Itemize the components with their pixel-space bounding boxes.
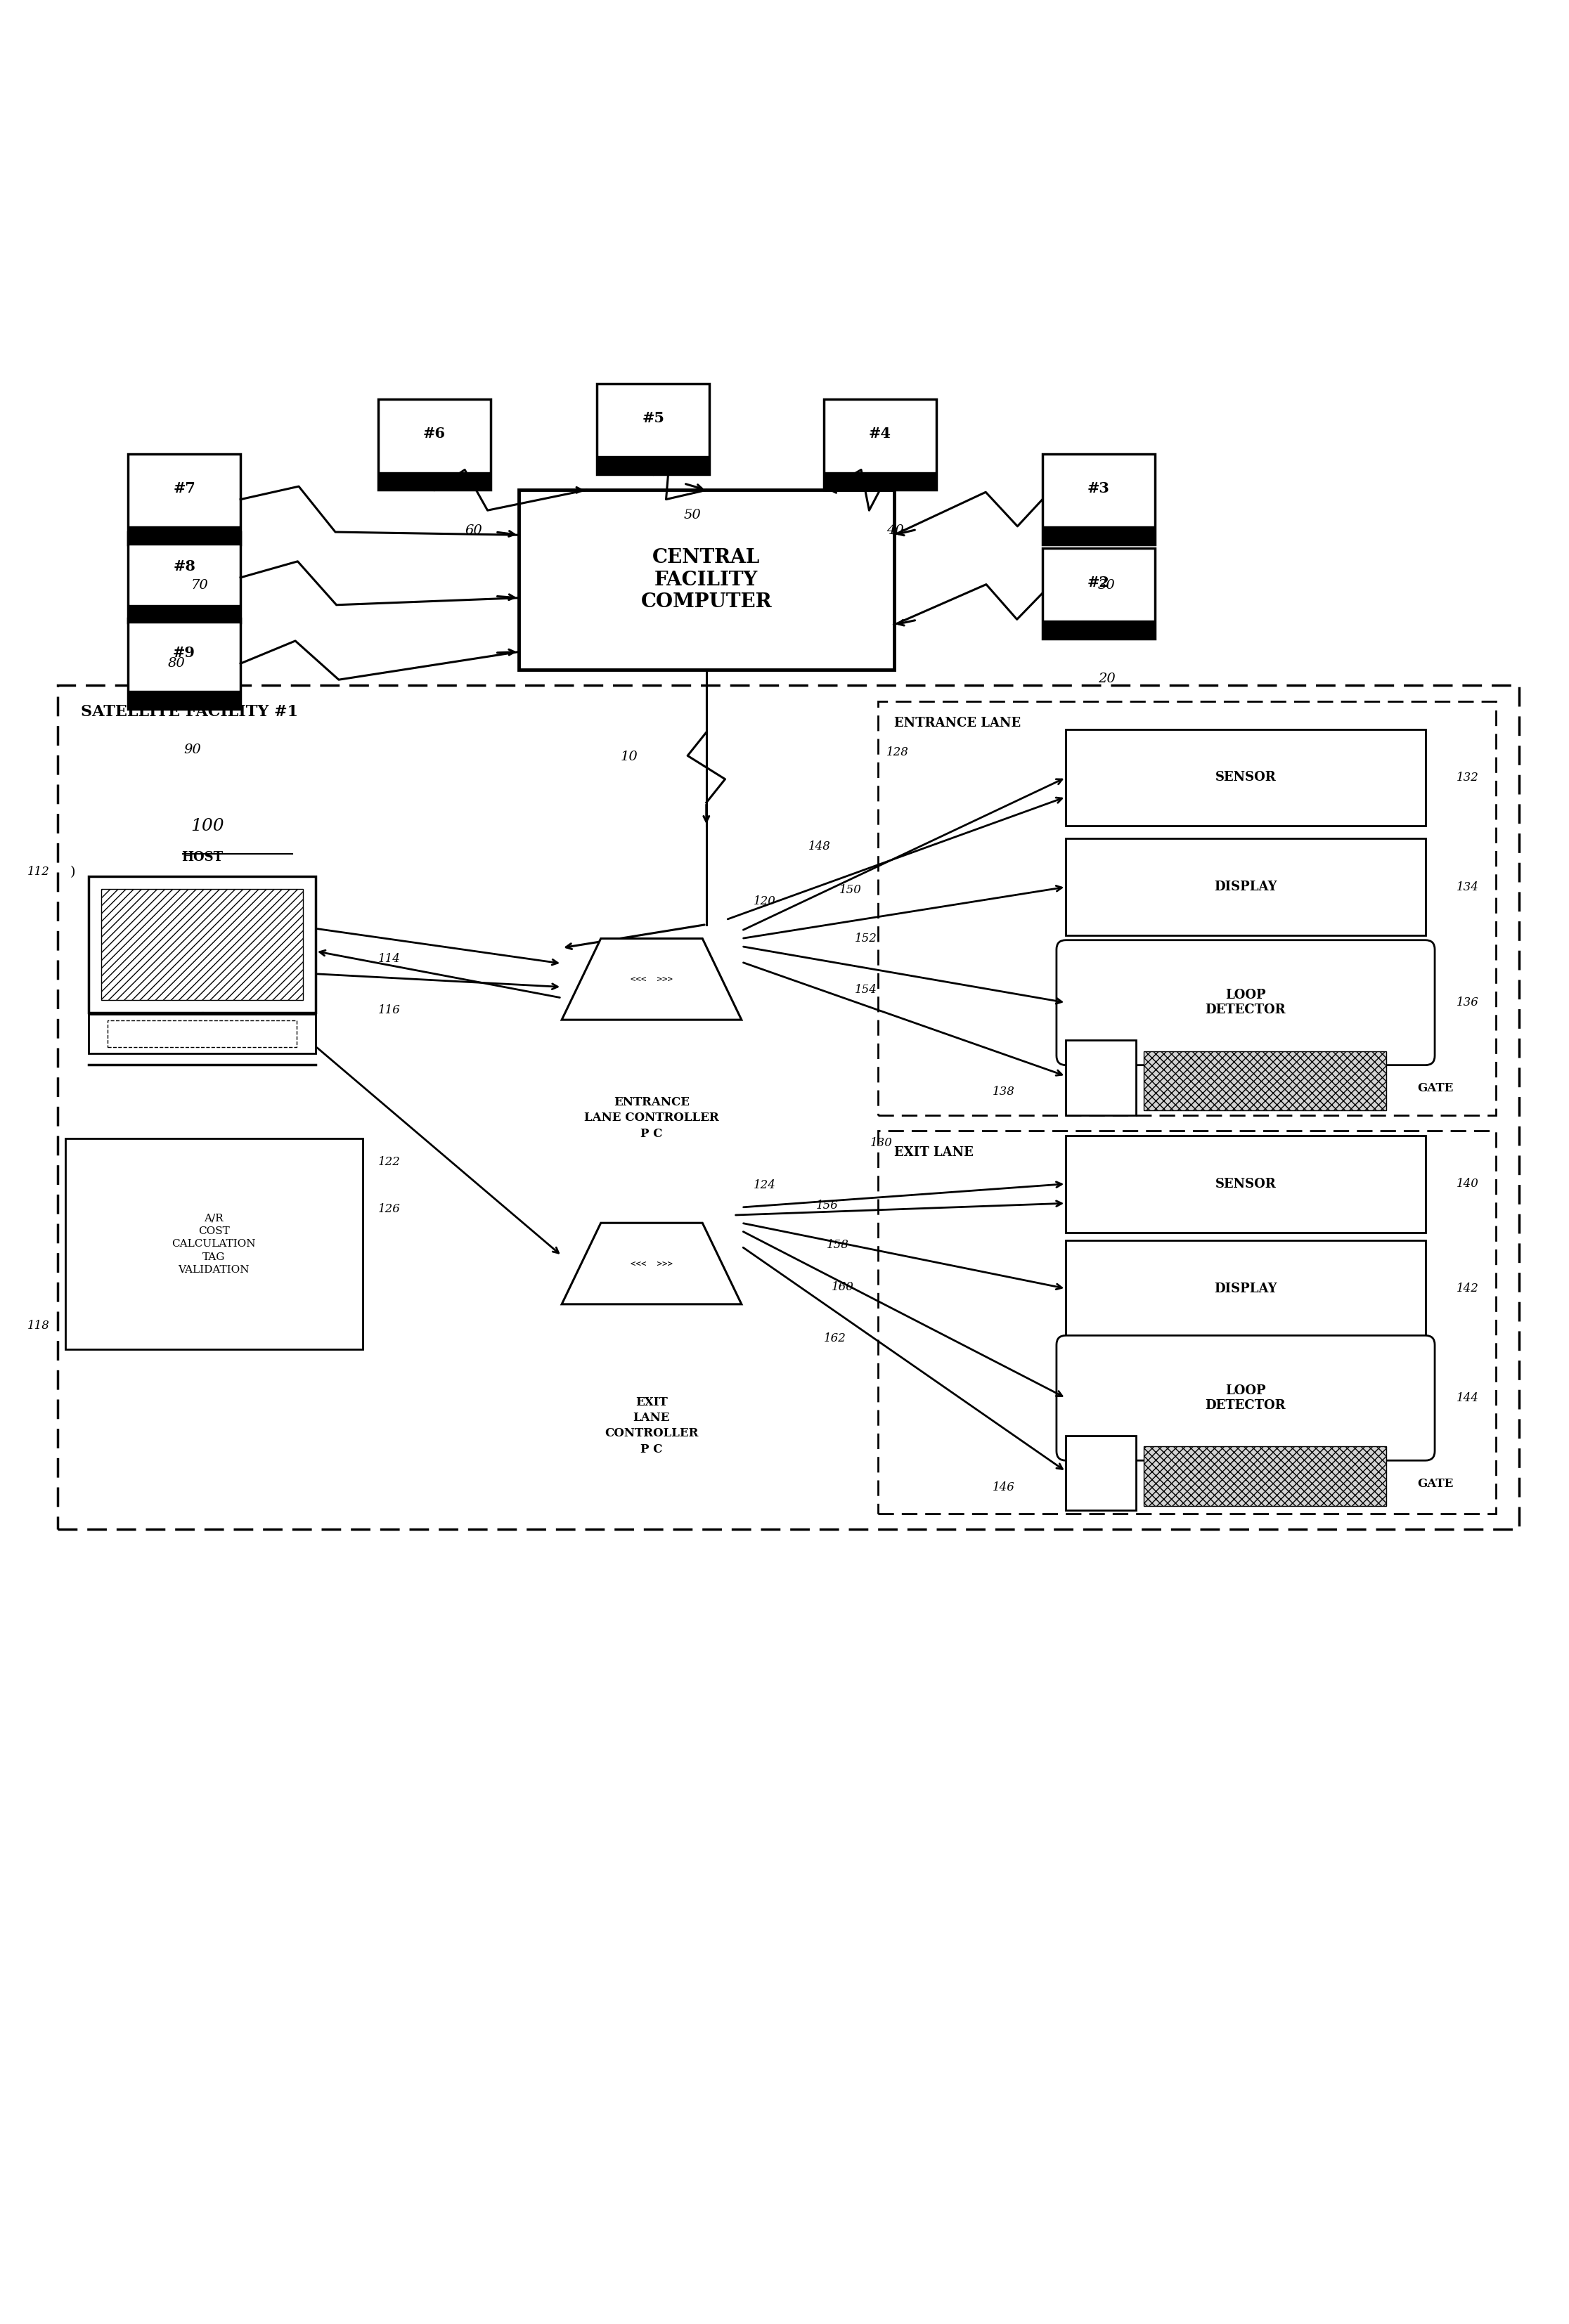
Polygon shape [562, 1222, 742, 1304]
Bar [824, 472, 937, 490]
Text: 120: 120 [753, 895, 775, 906]
FancyBboxPatch shape [1065, 1136, 1425, 1232]
Text: 10: 10 [620, 751, 637, 762]
Bar [129, 604, 240, 623]
Text: #9: #9 [173, 646, 196, 660]
FancyBboxPatch shape [1042, 548, 1155, 639]
Text: 150: 150 [839, 883, 861, 897]
Bar [1042, 528, 1155, 544]
Text: 124: 124 [753, 1178, 775, 1192]
Text: EXIT LANE: EXIT LANE [894, 1146, 973, 1160]
Text: 118: 118 [27, 1320, 50, 1332]
FancyBboxPatch shape [1042, 453, 1155, 544]
Text: 80: 80 [168, 658, 185, 669]
Text: 128: 128 [886, 746, 908, 758]
Polygon shape [562, 939, 742, 1020]
Text: A/R
COST
CALCULATION
TAG
VALIDATION: A/R COST CALCULATION TAG VALIDATION [173, 1213, 256, 1276]
Text: 158: 158 [827, 1239, 849, 1250]
FancyBboxPatch shape [1056, 1336, 1434, 1459]
FancyBboxPatch shape [824, 400, 937, 490]
FancyBboxPatch shape [108, 1020, 297, 1046]
Text: #2: #2 [1087, 576, 1109, 590]
Text: #4: #4 [869, 428, 891, 442]
Text: 122: 122 [378, 1155, 400, 1169]
Text: ENTRANCE LANE: ENTRANCE LANE [894, 716, 1020, 730]
Bar [102, 888, 303, 999]
Text: 162: 162 [824, 1332, 846, 1346]
Text: EXIT
LANE
CONTROLLER
P C: EXIT LANE CONTROLLER P C [604, 1397, 698, 1455]
Text: 154: 154 [855, 983, 877, 997]
Text: DISPLAY: DISPLAY [1214, 1283, 1277, 1294]
Text: GATE: GATE [1417, 1083, 1454, 1095]
Text: 152: 152 [855, 932, 877, 944]
FancyBboxPatch shape [378, 400, 491, 490]
Text: 160: 160 [832, 1281, 854, 1292]
Text: #8: #8 [173, 560, 196, 574]
FancyBboxPatch shape [129, 532, 240, 623]
Text: ): ) [71, 865, 75, 878]
Text: 132: 132 [1456, 772, 1480, 783]
Text: 138: 138 [992, 1085, 1015, 1097]
Text: DISPLAY: DISPLAY [1214, 881, 1277, 892]
Bar [596, 456, 709, 474]
Text: <<<  >>>: <<< >>> [631, 1260, 673, 1269]
Text: 130: 130 [871, 1136, 893, 1148]
Text: 116: 116 [378, 1004, 400, 1016]
Text: 40: 40 [886, 525, 904, 537]
FancyBboxPatch shape [1065, 1041, 1136, 1116]
Bar [1042, 621, 1155, 639]
Bar [129, 690, 240, 709]
Text: 114: 114 [378, 953, 400, 964]
Text: 50: 50 [684, 509, 701, 521]
Text: #7: #7 [173, 481, 196, 495]
Text: 144: 144 [1456, 1392, 1480, 1404]
Text: 90: 90 [184, 744, 201, 755]
Text: 156: 156 [816, 1199, 838, 1211]
FancyBboxPatch shape [1056, 941, 1434, 1064]
Text: 20: 20 [1098, 674, 1116, 686]
FancyBboxPatch shape [1065, 1436, 1136, 1511]
Text: 30: 30 [1098, 579, 1116, 593]
Text: 70: 70 [191, 579, 209, 593]
FancyBboxPatch shape [129, 618, 240, 709]
Bar [378, 472, 491, 490]
Bar [129, 528, 240, 544]
Text: #6: #6 [424, 428, 446, 442]
Text: 112: 112 [27, 867, 50, 878]
Text: 146: 146 [992, 1480, 1015, 1492]
Text: <<<  >>>: <<< >>> [631, 974, 673, 983]
FancyBboxPatch shape [1065, 839, 1425, 937]
Text: LOOP
DETECTOR: LOOP DETECTOR [1205, 990, 1287, 1016]
FancyBboxPatch shape [1065, 1241, 1425, 1336]
Text: HOST: HOST [182, 851, 223, 865]
Text: SENSOR: SENSOR [1214, 772, 1276, 783]
Text: 60: 60 [464, 525, 482, 537]
FancyBboxPatch shape [519, 490, 894, 669]
Text: SENSOR: SENSOR [1214, 1178, 1276, 1190]
FancyBboxPatch shape [129, 453, 240, 544]
FancyBboxPatch shape [89, 1013, 315, 1053]
Text: 100: 100 [190, 818, 224, 834]
Text: 126: 126 [378, 1204, 400, 1215]
Text: SATELLITE FACILITY #1: SATELLITE FACILITY #1 [82, 704, 298, 720]
Bar [1144, 1446, 1387, 1506]
FancyBboxPatch shape [66, 1139, 362, 1350]
Bar [1144, 1050, 1387, 1111]
Text: 134: 134 [1456, 881, 1480, 892]
FancyBboxPatch shape [596, 383, 709, 474]
Text: ENTRANCE
LANE CONTROLLER
P C: ENTRANCE LANE CONTROLLER P C [584, 1097, 719, 1139]
Text: CENTRAL
FACILITY
COMPUTER: CENTRAL FACILITY COMPUTER [640, 548, 772, 611]
Text: 142: 142 [1456, 1283, 1480, 1294]
Text: #5: #5 [642, 411, 664, 425]
FancyBboxPatch shape [89, 876, 315, 1013]
Text: LOOP
DETECTOR: LOOP DETECTOR [1205, 1385, 1287, 1411]
Text: 140: 140 [1456, 1178, 1480, 1190]
Text: GATE: GATE [1417, 1478, 1454, 1490]
Text: 148: 148 [808, 841, 830, 853]
Text: 136: 136 [1456, 997, 1480, 1009]
FancyBboxPatch shape [1065, 730, 1425, 825]
Text: #3: #3 [1087, 481, 1109, 495]
